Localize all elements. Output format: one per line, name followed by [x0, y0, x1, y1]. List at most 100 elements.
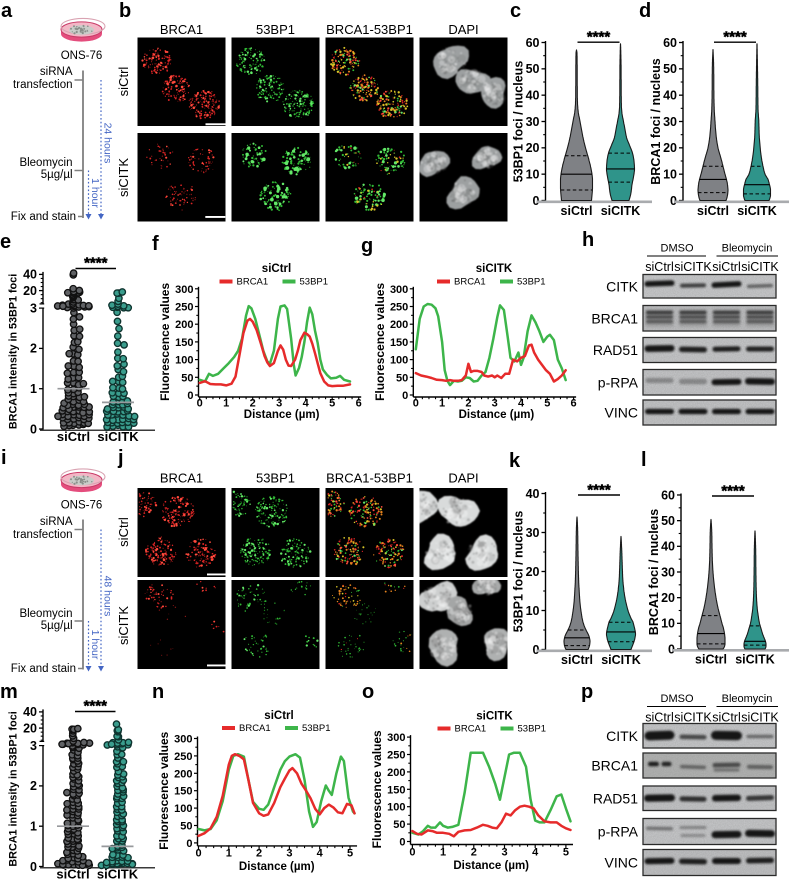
svg-text:0: 0 [30, 860, 37, 874]
svg-text:****: **** [84, 255, 108, 272]
svg-text:20: 20 [661, 591, 675, 605]
svg-text:siRNA: siRNA [40, 66, 73, 78]
svg-text:40: 40 [526, 487, 540, 501]
svg-text:BRCA1 foci / nucleus: BRCA1 foci / nucleus [649, 58, 663, 184]
svg-text:siCtrl: siCtrl [116, 67, 131, 97]
svg-text:o: o [362, 681, 374, 703]
svg-text:transfection: transfection [13, 79, 72, 91]
svg-text:53BP1: 53BP1 [300, 277, 329, 288]
svg-text:siCtrl: siCtrl [561, 653, 593, 667]
svg-text:siCtrl: siCtrl [57, 429, 90, 444]
svg-text:BRCA1 intensity in 53BP1 foci: BRCA1 intensity in 53BP1 foci [8, 274, 20, 429]
svg-text:10: 10 [526, 604, 540, 618]
svg-text:siCITK: siCITK [97, 429, 139, 444]
svg-text:Fluorescence values: Fluorescence values [158, 283, 172, 401]
svg-text:m: m [0, 681, 18, 703]
svg-text:Fix and stain: Fix and stain [11, 663, 76, 675]
svg-text:3: 3 [30, 301, 37, 315]
svg-text:1: 1 [223, 398, 229, 410]
svg-text:siCtrl: siCtrl [561, 204, 593, 218]
svg-text:150: 150 [175, 337, 193, 349]
svg-text:1: 1 [439, 398, 445, 410]
svg-text:53BP1 foci / nucleus: 53BP1 foci / nucleus [512, 61, 526, 183]
svg-text:100: 100 [175, 355, 193, 367]
svg-text:siCtrl: siCtrl [262, 263, 291, 275]
svg-text:20: 20 [526, 141, 540, 155]
svg-text:BRCA1-53BP1: BRCA1-53BP1 [326, 471, 413, 486]
svg-text:****: **** [587, 482, 611, 499]
svg-text:BRCA1 intensity in 53BP1 foci: BRCA1 intensity in 53BP1 foci [8, 711, 20, 866]
svg-text:0: 0 [533, 643, 540, 657]
svg-text:50: 50 [181, 372, 193, 384]
svg-text:BRCA1: BRCA1 [160, 22, 203, 37]
svg-text:d: d [639, 0, 651, 22]
svg-text:siCITK: siCITK [601, 653, 641, 667]
svg-text:0: 0 [402, 390, 408, 402]
svg-text:n: n [152, 681, 164, 703]
svg-text:200: 200 [390, 319, 408, 331]
svg-text:100: 100 [390, 355, 408, 367]
svg-text:siCITK: siCITK [735, 653, 775, 667]
svg-text:4: 4 [518, 398, 525, 410]
svg-text:BRCA1: BRCA1 [160, 471, 203, 486]
svg-text:Bleomycin: Bleomycin [19, 608, 72, 620]
svg-text:0: 0 [533, 194, 540, 208]
svg-text:k: k [509, 450, 521, 472]
svg-text:53BP1 foci / nucleus: 53BP1 foci / nucleus [512, 511, 526, 633]
svg-text:siCtrl: siCtrl [695, 653, 727, 667]
svg-text:20: 20 [526, 565, 540, 579]
svg-text:5: 5 [329, 398, 335, 410]
svg-text:50: 50 [526, 62, 540, 76]
svg-text:l: l [641, 449, 647, 471]
svg-text:0: 0 [30, 422, 37, 436]
svg-text:h: h [582, 229, 594, 251]
svg-text:10: 10 [663, 167, 677, 181]
svg-text:siCITK: siCITK [737, 204, 777, 218]
svg-text:****: **** [721, 483, 745, 500]
svg-text:300: 300 [175, 284, 193, 296]
svg-text:j: j [117, 447, 124, 469]
svg-text:c: c [510, 0, 521, 22]
svg-text:30: 30 [661, 565, 675, 579]
svg-text:f: f [152, 233, 159, 255]
svg-text:0: 0 [413, 398, 419, 410]
svg-text:53BP1: 53BP1 [256, 471, 295, 486]
svg-text:1 hour: 1 hour [89, 178, 101, 208]
svg-text:300: 300 [390, 284, 408, 296]
svg-text:BRCA1-53BP1: BRCA1-53BP1 [326, 22, 413, 37]
svg-text:siCITK: siCITK [476, 263, 513, 275]
svg-text:50: 50 [661, 514, 675, 528]
svg-text:siCtrl: siCtrl [116, 517, 131, 547]
svg-text:200: 200 [175, 319, 193, 331]
svg-text:****: **** [723, 29, 747, 46]
svg-text:0: 0 [197, 398, 203, 410]
svg-text:e: e [0, 231, 11, 253]
svg-text:3: 3 [492, 398, 498, 410]
svg-text:20: 20 [23, 721, 37, 735]
svg-text:0: 0 [670, 194, 677, 208]
svg-text:30: 30 [526, 115, 540, 129]
svg-text:4: 4 [303, 398, 310, 410]
svg-text:40: 40 [23, 705, 37, 719]
svg-text:10: 10 [661, 617, 675, 631]
svg-text:siCtrl: siCtrl [697, 204, 729, 218]
svg-text:250: 250 [175, 302, 193, 314]
svg-text:2: 2 [250, 398, 256, 410]
svg-text:BRCA1 foci / nucleus: BRCA1 foci / nucleus [647, 509, 661, 635]
svg-text:53BP1: 53BP1 [517, 277, 546, 288]
svg-text:60: 60 [663, 36, 677, 50]
svg-text:250: 250 [390, 302, 408, 314]
svg-text:siRNA: siRNA [40, 516, 73, 528]
svg-text:siCITK: siCITK [116, 158, 131, 197]
svg-text:BRCA1: BRCA1 [237, 277, 269, 288]
svg-text:3: 3 [276, 398, 282, 410]
svg-text:BRCA1: BRCA1 [454, 277, 486, 288]
svg-text:40: 40 [23, 268, 37, 282]
svg-text:53BP1: 53BP1 [256, 22, 295, 37]
svg-text:siCITK: siCITK [116, 606, 131, 645]
svg-text:40: 40 [526, 88, 540, 102]
svg-text:b: b [119, 0, 131, 22]
svg-text:50: 50 [663, 62, 677, 76]
svg-text:60: 60 [661, 488, 675, 502]
svg-text:30: 30 [663, 115, 677, 129]
